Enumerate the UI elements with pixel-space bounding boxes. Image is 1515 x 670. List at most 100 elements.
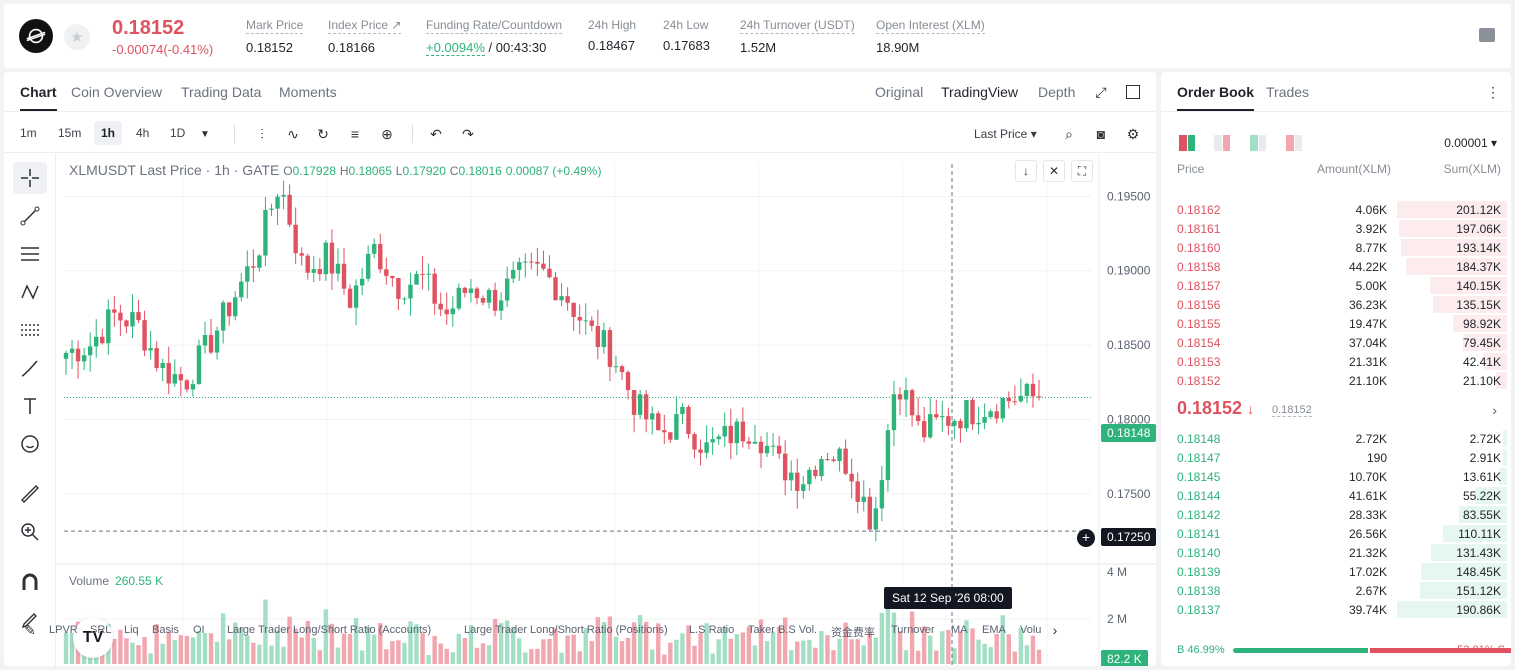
price-source-select[interactable]: Last Price ▾ xyxy=(974,127,1037,141)
more-icon[interactable]: ⋮ xyxy=(1486,83,1500,100)
ask-row[interactable]: 0.18157 5.00K 140.15K xyxy=(1161,276,1511,295)
pattern-tool-icon[interactable] xyxy=(13,276,47,308)
fib-tool-icon[interactable] xyxy=(13,314,47,346)
view-depth[interactable]: Depth xyxy=(1038,84,1076,100)
timeframe-4h[interactable]: 4h xyxy=(136,126,150,140)
candles-icon[interactable]: ⫶ xyxy=(260,125,264,142)
ruler-tool-icon[interactable] xyxy=(13,478,47,510)
ask-row[interactable]: 0.18153 21.31K 42.41K xyxy=(1161,352,1511,371)
tab-trades[interactable]: Trades xyxy=(1266,84,1310,100)
bid-row[interactable]: 0.18141 26.56K 110.11K xyxy=(1161,524,1511,543)
stat-label[interactable]: 24h Turnover (USDT) xyxy=(740,18,855,34)
indicator-item[interactable]: SRL xyxy=(90,624,112,636)
indicator-item[interactable]: Large Trader Long/Short Ratio (Accounts) xyxy=(227,624,432,636)
view-original[interactable]: Original xyxy=(875,84,924,100)
ask-row[interactable]: 0.18161 3.92K 197.06K xyxy=(1161,219,1511,238)
add-indicator-icon[interactable]: ⊕ xyxy=(381,125,393,142)
chevron-right-icon[interactable]: › xyxy=(1492,402,1497,418)
list-icon[interactable]: ≡ xyxy=(350,126,360,142)
indicator-item[interactable]: Volu xyxy=(1020,624,1042,636)
bid-row[interactable]: 0.18148 2.72K 2.72K xyxy=(1161,429,1511,448)
ask-row[interactable]: 0.18160 8.77K 193.14K xyxy=(1161,238,1511,257)
stat-label[interactable]: Open Interest (XLM) xyxy=(876,18,985,34)
bid-row[interactable]: 0.18139 17.02K 148.45K xyxy=(1161,562,1511,581)
scroll-down-icon[interactable]: ↓ xyxy=(1015,160,1037,182)
layout-asks-icon[interactable] xyxy=(1286,135,1302,151)
candlestick-chart[interactable]: 0.19500 0.19000 0.18500 0.18000 0.17500 4 M 2 … xyxy=(56,154,1156,666)
tab-order-book[interactable]: Order Book xyxy=(1177,84,1255,111)
indicator-item[interactable]: L.S Ratio xyxy=(689,624,735,636)
bid-row[interactable]: 0.18144 41.61K 55.22K xyxy=(1161,486,1511,505)
indicator-item[interactable]: 资金费率 xyxy=(831,627,875,639)
undo-icon[interactable]: ↶ xyxy=(430,125,442,142)
indicator-item[interactable]: Taker B.S Vol. xyxy=(748,624,818,636)
indicator-item[interactable]: Large Trader Long/Short Ratio (Positions… xyxy=(464,624,668,636)
refresh-icon[interactable]: ↻ xyxy=(317,125,329,142)
tab-moments[interactable]: Moments xyxy=(279,84,337,100)
timeframe-15m[interactable]: 15m xyxy=(58,126,82,140)
camera-icon[interactable]: ◙ xyxy=(1096,126,1106,142)
ask-row[interactable]: 0.18158 44.22K 184.37K xyxy=(1161,257,1511,276)
layout-both-icon[interactable] xyxy=(1179,135,1195,151)
book-icon[interactable] xyxy=(1479,28,1495,42)
zoom-tool-icon[interactable] xyxy=(13,516,47,548)
bid-row[interactable]: 0.18142 28.33K 83.55K xyxy=(1161,505,1511,524)
ask-row[interactable]: 0.18155 19.47K 98.92K xyxy=(1161,314,1511,333)
indicator-item[interactable]: Liq xyxy=(124,624,139,636)
collapse-icon[interactable]: ✕ xyxy=(1043,160,1065,182)
layout-mixed-icon[interactable] xyxy=(1214,135,1230,151)
ask-row[interactable]: 0.18152 21.10K 21.10K xyxy=(1161,371,1511,390)
trendline-tool-icon[interactable] xyxy=(13,200,47,232)
window-icon[interactable] xyxy=(1126,85,1140,99)
pencil-lock-tool-icon[interactable] xyxy=(13,604,47,636)
tab-coin-overview[interactable]: Coin Overview xyxy=(71,84,163,100)
crosshair-tool-icon[interactable] xyxy=(13,162,47,194)
indicator-item[interactable]: MA xyxy=(951,624,968,636)
bid-row[interactable]: 0.18138 2.67K 151.12K xyxy=(1161,581,1511,600)
indicator-item[interactable]: Basis xyxy=(152,624,179,636)
settings-icon[interactable]: ⚙ xyxy=(1126,125,1140,142)
timeframe-dropdown-icon[interactable]: ▼ xyxy=(200,128,210,140)
magnet-tool-icon[interactable] xyxy=(13,566,47,598)
indicator-item[interactable]: LPVR xyxy=(49,624,78,636)
tab-trading-data[interactable]: Trading Data xyxy=(181,84,262,100)
expand-icon[interactable]: ⤢ xyxy=(1095,83,1107,100)
bid-row[interactable]: 0.18145 10.70K 13.61K xyxy=(1161,467,1511,486)
bid-row[interactable]: 0.18147 190 2.91K xyxy=(1161,448,1511,467)
brush-tool-icon[interactable] xyxy=(13,352,47,384)
volume-bar xyxy=(456,633,462,664)
stat-label[interactable]: Index Price ↗ xyxy=(328,18,402,34)
ask-row[interactable]: 0.18162 4.06K 201.12K xyxy=(1161,200,1511,219)
redo-icon[interactable]: ↷ xyxy=(462,125,474,142)
emoji-tool-icon[interactable] xyxy=(13,428,47,460)
search-icon[interactable]: ⌕ xyxy=(1065,125,1073,142)
favorite-star-icon[interactable]: ★ xyxy=(64,24,90,50)
fullscreen-icon[interactable]: ⛶ xyxy=(1071,160,1093,182)
volume-bar xyxy=(716,639,721,664)
bid-row[interactable]: 0.18140 21.32K 131.43K xyxy=(1161,543,1511,562)
ask-row[interactable]: 0.18156 36.23K 135.15K xyxy=(1161,295,1511,314)
precision-select[interactable]: 0.00001 ▾ xyxy=(1444,136,1497,150)
tab-chart[interactable]: Chart xyxy=(20,84,57,111)
layout-bids-icon[interactable] xyxy=(1250,135,1266,151)
view-tradingview[interactable]: TradingView xyxy=(941,84,1019,100)
indicator-item[interactable]: EMA xyxy=(982,624,1006,636)
candle-body xyxy=(438,303,443,310)
price-chart[interactable]: 0.19500 0.19000 0.18500 0.18000 0.17500 4 M 2 … xyxy=(56,154,1156,666)
indicator-item[interactable]: OI xyxy=(193,624,205,636)
indicators-icon[interactable]: ∿ xyxy=(287,125,299,142)
add-alert-icon[interactable]: + xyxy=(1077,529,1095,547)
indicator-item[interactable]: Turnover xyxy=(891,624,935,636)
edit-indicators-icon[interactable]: ✎ xyxy=(24,621,36,638)
timeframe-1h[interactable]: 1h xyxy=(94,121,123,145)
stat-label[interactable]: Funding Rate/Countdown xyxy=(426,18,563,34)
timeframe-1d[interactable]: 1D xyxy=(170,126,186,140)
text-tool-icon[interactable] xyxy=(13,390,47,422)
timeframe-1m[interactable]: 1m xyxy=(20,126,37,140)
bid-row[interactable]: 0.18137 39.74K 190.86K xyxy=(1161,600,1511,619)
chevron-right-icon[interactable]: › xyxy=(1052,622,1058,638)
horizontal-lines-tool-icon[interactable] xyxy=(13,238,47,270)
stat-label[interactable]: Mark Price xyxy=(246,18,304,34)
ask-row[interactable]: 0.18154 37.04K 79.45K xyxy=(1161,333,1511,352)
volume-bar xyxy=(921,626,927,664)
